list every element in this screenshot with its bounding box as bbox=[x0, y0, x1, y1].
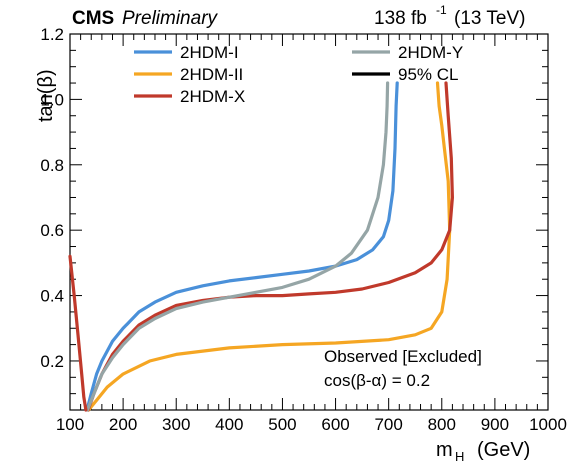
axis-ticks: 100 200 300 400 500 600 700 800 900 1000 0.2 0.4 0.6… bbox=[40, 25, 567, 434]
legend-label-2hdm-ii: 2HDM-II bbox=[180, 65, 243, 84]
y-tick-label: 0.4 bbox=[40, 287, 64, 306]
x-tick-label: 400 bbox=[215, 415, 243, 434]
y-tick-label: 1.0 bbox=[40, 90, 64, 109]
series-line-2hdm-i bbox=[85, 81, 399, 412]
legend: 2HDM-I 2HDM-II 2HDM-X 2HDM-Y 95% CL bbox=[134, 43, 463, 106]
x-tick-label: 500 bbox=[268, 415, 296, 434]
series-group bbox=[68, 81, 454, 412]
annotation-observed: Observed [Excluded] bbox=[324, 347, 482, 366]
header-lumi-value: 138 fb bbox=[374, 8, 427, 29]
series-line-2hdm-ii bbox=[86, 81, 452, 412]
x-tick-label: 900 bbox=[481, 415, 509, 434]
y-tick-label: 0.6 bbox=[40, 221, 64, 240]
header-lumi-exponent: -1 bbox=[436, 3, 447, 17]
series-line-2hdm-x bbox=[86, 81, 454, 412]
header-experiment: CMS bbox=[72, 8, 114, 29]
x-tick-label: 1000 bbox=[529, 415, 567, 434]
x-tick-label: 600 bbox=[321, 415, 349, 434]
x-axis-title-unit: (GeV) bbox=[477, 439, 530, 461]
x-tick-label: 700 bbox=[374, 415, 402, 434]
header-lumi: 138 fb -1 (13 TeV) bbox=[374, 3, 525, 29]
legend-label-2hdm-i: 2HDM-I bbox=[180, 43, 239, 62]
annotation-cos: cos(β-α) = 0.2 bbox=[324, 371, 430, 390]
legend-label-2hdm-y: 2HDM-Y bbox=[398, 43, 463, 62]
legend-label-95-cl: 95% CL bbox=[398, 65, 458, 84]
legend-label-2hdm-x: 2HDM-X bbox=[180, 87, 245, 106]
x-axis-title: m H (GeV) bbox=[436, 439, 530, 464]
y-tick-label: 1.2 bbox=[40, 25, 64, 44]
x-tick-label: 100 bbox=[56, 415, 84, 434]
series-line-low-mass-4 bbox=[68, 254, 88, 412]
x-tick-label: 200 bbox=[109, 415, 137, 434]
y-axis-title: tan(β) bbox=[35, 69, 57, 122]
x-tick-label: 300 bbox=[162, 415, 190, 434]
header-status: Preliminary bbox=[122, 8, 219, 29]
x-axis-title-main: m bbox=[436, 439, 453, 461]
x-axis-title-sub: H bbox=[455, 449, 464, 464]
y-tick-label: 0.2 bbox=[40, 352, 64, 371]
plot-frame bbox=[69, 33, 549, 411]
x-tick-label: 800 bbox=[428, 415, 456, 434]
header-energy: (13 TeV) bbox=[454, 8, 525, 29]
series-line-2hdm-y bbox=[85, 81, 390, 412]
y-tick-label: 0.8 bbox=[40, 156, 64, 175]
